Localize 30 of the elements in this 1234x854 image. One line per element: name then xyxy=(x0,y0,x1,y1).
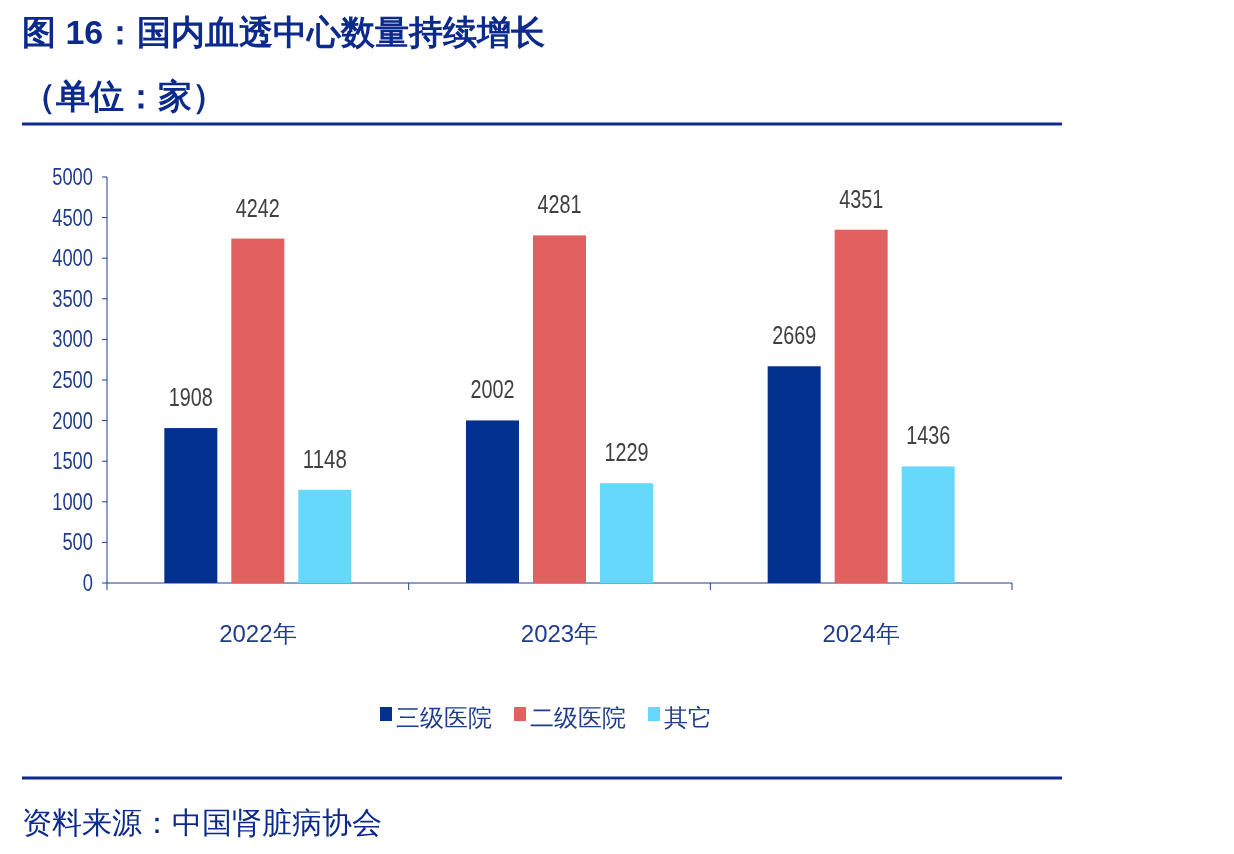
chart-title: 图 16：国内血透中心数量持续增长 xyxy=(22,13,546,51)
y-tick-label: 0 xyxy=(82,570,96,596)
y-tick-label: 500 xyxy=(62,529,101,556)
data-label: 4242 xyxy=(235,193,292,222)
x-tick-label: 2023年 xyxy=(520,620,599,647)
text: 资料来源：中国肾脏病协会 xyxy=(22,806,382,839)
chart-subtitle: （单位：家） xyxy=(22,77,226,115)
y-tick-label: 3000 xyxy=(52,326,104,353)
y-tick-label: 2000 xyxy=(52,407,104,434)
data-label: 4281 xyxy=(537,190,594,219)
x-tick-label: 2022年 xyxy=(219,620,297,647)
plot: 0 500 1000 1500 2000 2500 3000 3500 4000 4500 5000 2022年 2023年 2024年 1908 2002 2669 4242 4281 4351 1148 1229 1436 xyxy=(52,164,1013,647)
y-tick-label: 3500 xyxy=(52,285,104,312)
data-label: 1229 xyxy=(604,438,661,467)
legend-label: 其它 xyxy=(664,704,712,731)
data-label: 2002 xyxy=(470,375,527,404)
y-tick-label: 1500 xyxy=(52,448,104,475)
y-tick-label: 5000 xyxy=(52,164,104,190)
data-label: 1148 xyxy=(302,444,357,473)
y-tick-label: 4500 xyxy=(52,204,104,231)
y-tick-label: 2500 xyxy=(52,367,104,393)
y-tick-label: 4000 xyxy=(52,245,104,272)
data-label: 1436 xyxy=(906,421,962,450)
data-label: 4351 xyxy=(839,184,895,213)
data-label: 1908 xyxy=(168,383,225,412)
legend-label: 二级医院 xyxy=(530,704,626,731)
y-tick-label: 1000 xyxy=(52,488,104,515)
legend-label: 三级医院 xyxy=(396,704,492,731)
x-tick-label: 2024年 xyxy=(822,620,900,647)
data-label: 2669 xyxy=(772,321,828,350)
